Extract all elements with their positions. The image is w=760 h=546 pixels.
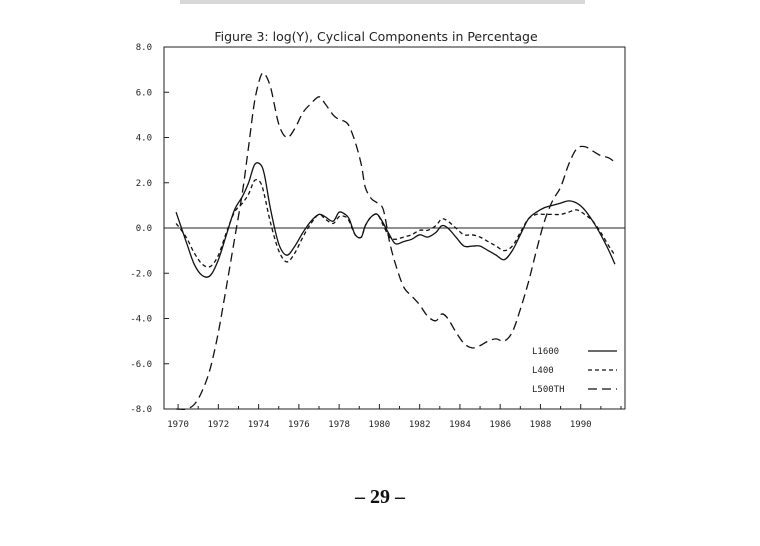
x-tick-label: 1980 [369, 420, 391, 430]
x-axis: 1970 1972 1974 1976 1978 1980 1982 1984 1986 1988… [167, 404, 622, 430]
legend: L1600 L400 L500TH [532, 347, 617, 395]
x-tick-label: 1990 [570, 420, 592, 430]
y-tick-label: 0.0 [136, 224, 152, 234]
x-tick-label: 1972 [208, 420, 230, 430]
x-tick-label: 1974 [248, 420, 270, 430]
chart-title: Figure 3: log(Y), Cyclical Components in… [214, 29, 538, 44]
x-tick-label: 1978 [328, 420, 350, 430]
y-axis: 8.0 6.0 4.0 2.0 0.0 -2.0 -4.0 -6.0 -8.0 [130, 43, 169, 415]
x-tick-label: 1988 [530, 420, 552, 430]
x-tick-label: 1982 [409, 420, 431, 430]
y-tick-label: 6.0 [136, 88, 152, 98]
legend-label: L400 [532, 366, 554, 376]
y-tick-label: -4.0 [130, 315, 152, 325]
y-tick-label: -2.0 [130, 269, 152, 279]
x-tick-label: 1984 [449, 420, 471, 430]
y-tick-label: -8.0 [130, 405, 152, 415]
series-line-l400 [175, 179, 616, 268]
y-tick-label: 4.0 [136, 134, 152, 144]
x-tick-label: 1986 [489, 420, 511, 430]
series-group [175, 72, 616, 411]
y-tick-label: 2.0 [136, 179, 152, 189]
legend-label: L500TH [532, 385, 565, 395]
scan-bleed-through [180, 0, 585, 4]
series-line-l1600 [175, 162, 616, 278]
x-tick-label: 1976 [288, 420, 310, 430]
y-tick-label: 8.0 [136, 43, 152, 53]
page-number: – 29 – [355, 486, 405, 508]
x-tick-label: 1970 [167, 420, 189, 430]
y-tick-label: -6.0 [130, 360, 152, 370]
series-line-l500th [176, 72, 616, 411]
legend-label: L1600 [532, 347, 559, 357]
